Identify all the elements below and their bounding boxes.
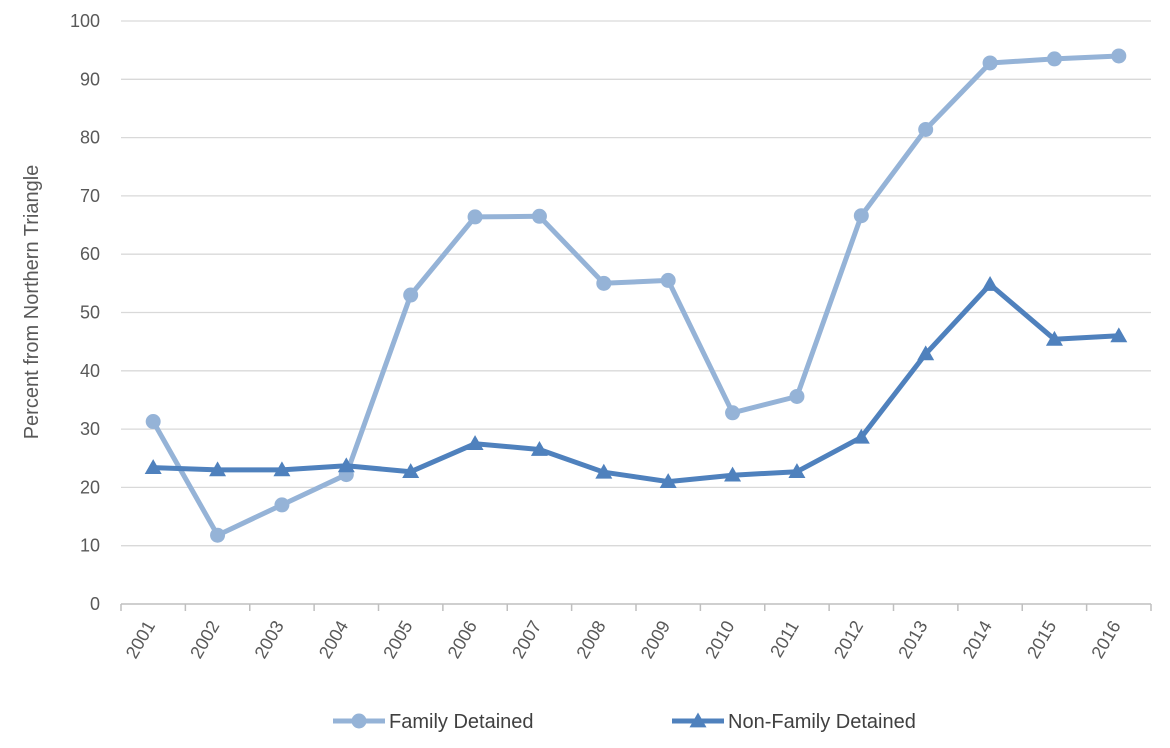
legend-label: Non-Family Detained [728, 711, 916, 733]
data-point [917, 345, 935, 361]
y-axis: 0 10 20 30 40 50 60 70 80 90 100 [70, 11, 100, 614]
data-point [210, 527, 226, 543]
y-tick-label: 90 [80, 69, 100, 89]
x-tick-label: 2004 [315, 617, 352, 662]
series-line [150, 282, 1122, 485]
x-tick-label: 2013 [894, 617, 931, 662]
legend-item: Family Detained [333, 711, 534, 733]
data-point [145, 414, 161, 430]
legend: Family Detained Non-Family Detained [333, 711, 916, 733]
data-point [595, 463, 613, 479]
series-family-detained [145, 48, 1127, 543]
series-layer [144, 48, 1128, 543]
data-point [337, 457, 355, 473]
data-point [1046, 51, 1062, 67]
data-point [853, 208, 869, 224]
gridlines [121, 20, 1151, 547]
x-tick-label: 2011 [766, 617, 803, 661]
data-point [852, 428, 870, 444]
data-point [530, 441, 548, 456]
y-tick-label: 50 [80, 303, 100, 323]
data-point [788, 463, 806, 479]
x-tick-label: 2007 [508, 617, 545, 662]
x-tick-label: 2008 [572, 617, 609, 662]
data-point [1110, 327, 1128, 343]
y-tick-label: 0 [90, 594, 100, 614]
y-tick-label: 100 [70, 11, 100, 31]
data-point [531, 208, 547, 224]
x-tick-label: 2001 [122, 617, 159, 662]
data-point [789, 388, 805, 404]
data-point [273, 461, 291, 477]
legend-marker [351, 713, 367, 729]
data-point [403, 287, 419, 303]
legend-marker [689, 712, 707, 728]
data-point [660, 272, 676, 288]
data-point [596, 275, 612, 291]
legend-label: Family Detained [389, 711, 534, 733]
x-axis: 2001 2002 2003 2004 2005 2006 2007 2008 2009 2010… [120, 603, 1152, 662]
series-line [150, 53, 1122, 538]
y-tick-label: 20 [80, 477, 100, 497]
data-point [659, 473, 677, 488]
x-tick-label: 2006 [444, 617, 481, 662]
y-tick-label: 80 [80, 128, 100, 148]
x-tick-label: 2002 [186, 617, 223, 662]
x-tick-label: 2010 [701, 617, 738, 662]
x-tick-label: 2009 [637, 617, 674, 662]
y-tick-label: 70 [80, 186, 100, 206]
data-point [1111, 48, 1127, 64]
y-axis-title: Percent from Northern Triangle [21, 165, 43, 440]
data-point [725, 405, 741, 421]
y-tick-label: 60 [80, 244, 100, 264]
legend-item: Non-Family Detained [672, 711, 916, 733]
y-tick-label: 10 [80, 536, 100, 556]
x-tick-label: 2005 [379, 617, 416, 662]
x-tick-label: 2016 [1087, 617, 1124, 662]
data-point [467, 209, 483, 225]
data-point [918, 121, 934, 137]
data-point [402, 463, 420, 479]
data-point [466, 435, 484, 451]
x-tick-label: 2015 [1023, 617, 1060, 662]
data-point [274, 497, 290, 513]
x-tick-label: 2003 [251, 617, 288, 662]
data-point [982, 55, 998, 71]
y-tick-label: 30 [80, 419, 100, 439]
data-point [209, 461, 227, 477]
series-non-family-detained [144, 276, 1128, 488]
data-point [981, 276, 999, 291]
data-point [1045, 330, 1063, 346]
x-tick-label: 2014 [959, 617, 996, 662]
x-tick-label: 2012 [830, 617, 867, 662]
data-point [144, 459, 162, 474]
data-point [724, 466, 742, 482]
y-tick-label: 40 [80, 361, 100, 381]
